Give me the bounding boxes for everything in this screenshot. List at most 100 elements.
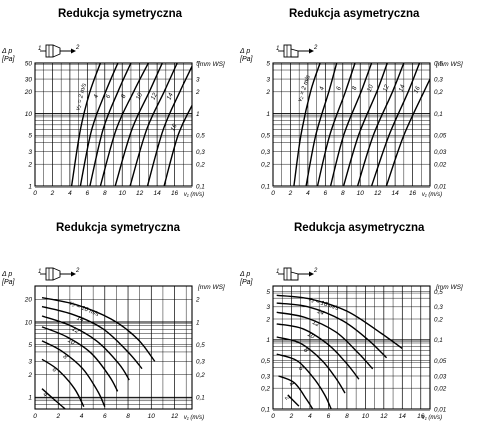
series-curve [41, 297, 156, 362]
y-tick-label-left: 2 [265, 316, 270, 323]
x-tick-label: 12 [171, 413, 179, 420]
plot-frame [34, 62, 193, 187]
chart-tr: 0 2 4 6 8 10 12 14 16 v₁ (m/s)53210,50,30,20,10,5… [239, 44, 463, 198]
series-curve [329, 62, 373, 187]
x-tick-label: 0 [271, 190, 275, 197]
y-tick-label-left: 5 [266, 289, 270, 296]
y-tick-label-right: 0,05 [434, 133, 447, 140]
series-label: 14 [316, 308, 326, 317]
y-tick-label-right: 0,02 [434, 385, 447, 392]
series-label: 4 [41, 391, 49, 399]
series-curve [342, 62, 388, 187]
y-tick-label-left: 1 [266, 111, 270, 118]
y-tick-label-left: 0,1 [261, 183, 270, 190]
series-label: 14 [76, 314, 86, 324]
y-tick-label-left: 1 [266, 337, 270, 344]
x-tick-label: 14 [391, 190, 399, 197]
chart-bl: 0 2 4 6 8 10 12 v₁ (m/s)20105321210,50,30,20,1Δ… [1, 267, 225, 421]
series-curve [370, 62, 421, 187]
x-tick-label: 0 [271, 413, 275, 420]
x-tick-label: 8 [126, 413, 130, 420]
y-tick-label-left: 2 [265, 89, 270, 96]
series-label: 4 [287, 381, 295, 388]
x-tick-label: 10 [148, 413, 156, 420]
x-tick-label: 2 [288, 190, 293, 197]
y-tick-label-left: 20 [24, 89, 33, 96]
y-axis-label-left: [Pa] [1, 279, 16, 286]
x-tick-label: 14 [399, 413, 407, 420]
series-label: 2 [283, 394, 291, 402]
series-label: 16 [169, 122, 178, 132]
y-axis-label-right: [mm WS] [435, 284, 463, 291]
series-label: 12 [150, 91, 159, 101]
y-tick-label-right: 0,1 [196, 395, 205, 402]
y-tick-label-right: 0,5 [196, 133, 205, 140]
series-curve [41, 326, 119, 392]
series-curve [278, 375, 314, 410]
x-tick-label: 6 [324, 190, 328, 197]
series-curve [287, 394, 300, 407]
y-tick-label-left: 2 [27, 162, 32, 169]
title-bottom-right: Redukcja asymetryczna [294, 222, 425, 234]
svg-text:2: 2 [75, 45, 80, 51]
y-tick-label-right: 5 [196, 60, 200, 67]
svg-text:1: 1 [276, 269, 279, 275]
y-tick-label-left: 1 [28, 395, 32, 402]
series-curve [41, 340, 106, 408]
x-tick-label: 8 [341, 190, 345, 197]
title-top-right: Redukcja asymetryczna [289, 8, 420, 20]
series-curve [276, 311, 374, 370]
y-tick-label-left: 20 [24, 297, 33, 304]
series-curve [276, 294, 403, 350]
y-tick-label-right: 1 [196, 319, 200, 326]
x-tick-label: 6 [86, 190, 90, 197]
series-label: 6 [50, 366, 58, 374]
title-bottom-left: Redukcja symetryczna [56, 222, 181, 234]
y-tick-label-left: 30 [25, 76, 33, 83]
svg-text:1: 1 [38, 46, 41, 52]
y-tick-label-right: 0,5 [434, 289, 443, 296]
y-axis-label-right: [mm WS] [197, 284, 225, 291]
x-tick-label: 16 [171, 190, 179, 197]
x-tick-label: 4 [308, 413, 312, 420]
y-tick-label-left: 0,3 [261, 373, 270, 380]
x-tick-label: 10 [362, 413, 370, 420]
y-tick-label-right: 0,5 [434, 60, 443, 67]
series-label: 14 [166, 91, 175, 101]
y-tick-label-right: 3 [196, 76, 200, 83]
y-tick-label-left: 2 [27, 372, 32, 379]
y-axis-label-left: Δ p [239, 271, 250, 278]
y-axis-label-left: Δ p [1, 48, 12, 55]
y-tick-label-right: 0,1 [196, 183, 205, 190]
x-axis-label: v₁ (m/s) [184, 415, 204, 421]
series-label: 12 [311, 319, 321, 329]
series-curve [316, 62, 356, 187]
series-label: 8 [62, 353, 70, 361]
y-tick-label-right: 0,3 [196, 359, 205, 366]
x-tick-label: 10 [357, 190, 365, 197]
series-label: 4 [318, 85, 326, 91]
x-axis-label: v₁ (m/s) [184, 192, 204, 198]
x-tick-label: 4 [80, 413, 84, 420]
y-axis-label-left: Δ p [239, 48, 250, 55]
y-tick-label-left: 0,1 [261, 406, 270, 413]
series-label: 6 [335, 85, 343, 91]
series-label: 6 [105, 93, 113, 99]
y-tick-label-left: 0,5 [261, 133, 270, 140]
y-tick-label-right: 1 [196, 111, 200, 118]
series-label: 8 [120, 93, 128, 100]
series-curve [146, 66, 193, 187]
series-label: 10 [366, 83, 375, 92]
series-curve [293, 62, 321, 187]
series-label: 6 [297, 365, 305, 373]
series-curve [356, 62, 405, 187]
y-tick-label-left: 5 [28, 342, 32, 349]
y-tick-label-left: 3 [28, 149, 32, 156]
y-tick-label-right: 0,2 [196, 162, 205, 169]
x-tick-label: 14 [153, 190, 161, 197]
series-label: 16 [413, 85, 423, 95]
x-tick-label: 0 [33, 413, 37, 420]
svg-text:2: 2 [75, 268, 80, 274]
